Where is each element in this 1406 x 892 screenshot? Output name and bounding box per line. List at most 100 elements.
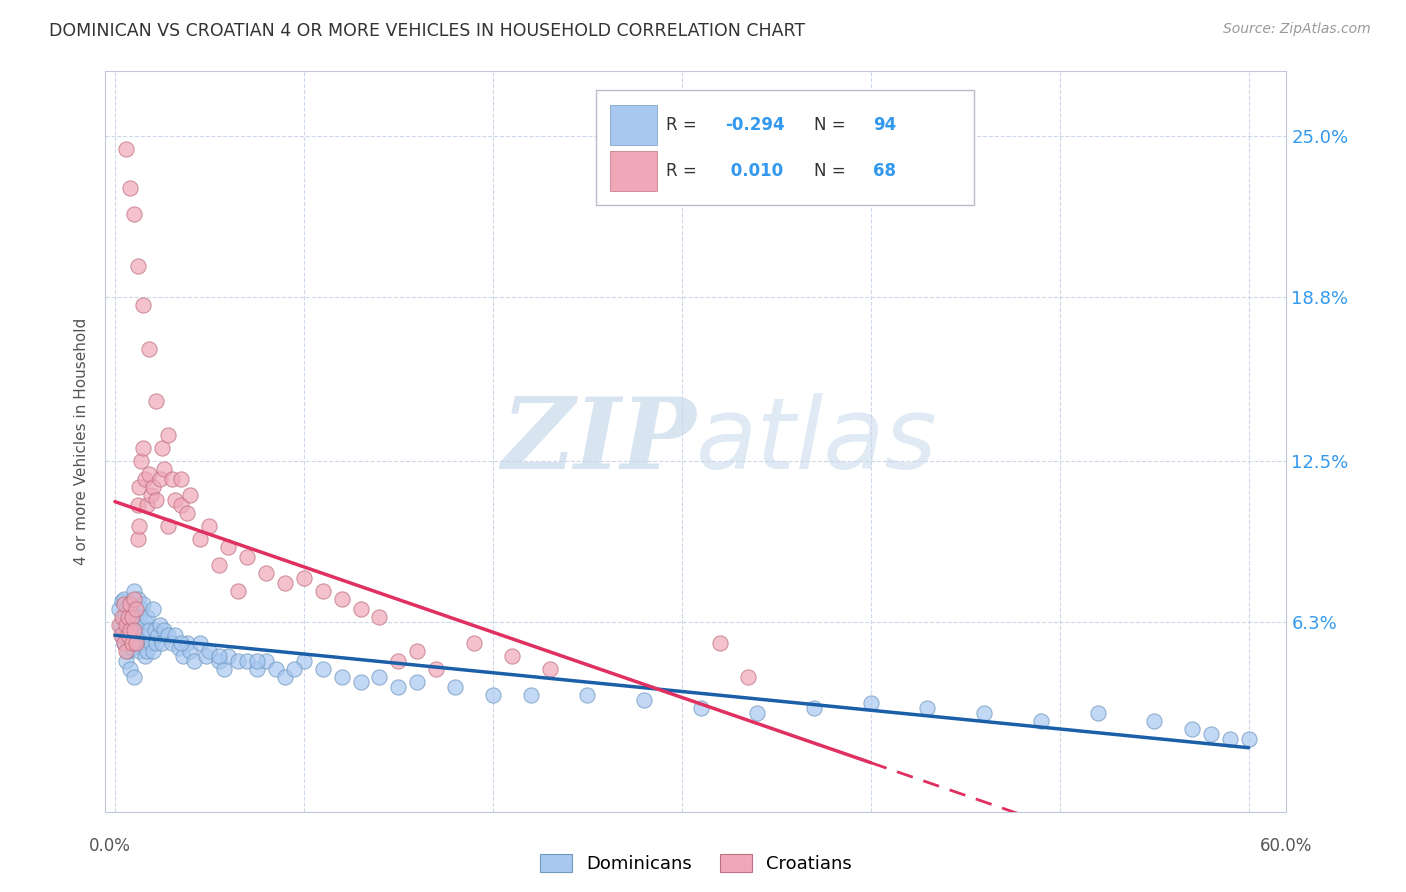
Point (142, 602, 165, 616)
Point (107, 602, 129, 616)
Point (1199, 727, 1222, 741)
Point (112, 636, 135, 650)
Point (208, 558, 231, 572)
Point (387, 680, 409, 694)
Point (127, 532, 149, 546)
Point (136, 610, 159, 624)
Y-axis label: 4 or more Vehicles in Household: 4 or more Vehicles in Household (75, 318, 90, 566)
Point (128, 480, 150, 494)
Point (709, 636, 731, 650)
Point (254, 654, 277, 668)
Point (134, 615, 156, 629)
Point (117, 610, 139, 624)
Point (118, 631, 141, 645)
Point (312, 583, 335, 598)
Point (330, 670, 353, 684)
Point (121, 610, 143, 624)
Point (217, 648, 239, 663)
Point (128, 519, 150, 533)
Text: 60.0%: 60.0% (1260, 837, 1313, 855)
Point (274, 576, 297, 591)
Point (236, 550, 259, 565)
Point (1237, 731, 1260, 746)
Point (444, 680, 467, 694)
Point (153, 462, 176, 476)
Point (142, 643, 165, 657)
Text: -0.294: -0.294 (725, 117, 785, 135)
Point (110, 617, 132, 632)
Point (118, 602, 141, 616)
Legend: Dominicans, Croatians: Dominicans, Croatians (533, 847, 859, 880)
Point (368, 610, 391, 624)
Point (136, 498, 159, 512)
Point (138, 623, 160, 637)
Point (117, 643, 139, 657)
Point (973, 706, 995, 720)
Point (689, 701, 711, 715)
Point (131, 636, 153, 650)
Point (246, 654, 269, 668)
Point (125, 602, 148, 616)
Point (142, 480, 165, 494)
Point (122, 623, 145, 637)
Point (125, 602, 148, 616)
Point (236, 654, 259, 668)
Point (117, 615, 139, 629)
Point (165, 628, 187, 642)
Point (283, 662, 305, 676)
Text: 0.0%: 0.0% (89, 837, 131, 855)
Point (194, 648, 217, 663)
Point (576, 688, 599, 702)
Point (179, 643, 201, 657)
Text: N =: N = (814, 117, 845, 135)
Point (139, 636, 162, 650)
Point (330, 591, 353, 606)
Text: N =: N = (814, 162, 845, 180)
Point (387, 654, 409, 668)
Point (188, 636, 211, 650)
Point (121, 636, 143, 650)
Point (1219, 731, 1241, 746)
Point (170, 472, 193, 486)
Text: atlas: atlas (696, 393, 938, 490)
Point (121, 610, 143, 624)
Point (131, 602, 153, 616)
Point (148, 628, 170, 642)
Point (425, 662, 447, 676)
Text: 68: 68 (873, 162, 896, 180)
Point (264, 662, 287, 676)
Point (122, 591, 145, 606)
Point (127, 498, 149, 512)
Point (226, 583, 249, 598)
Point (121, 641, 143, 656)
Point (117, 597, 139, 611)
Point (111, 594, 134, 608)
Point (160, 472, 183, 486)
Point (134, 472, 156, 486)
Point (176, 506, 198, 520)
Point (198, 519, 221, 533)
Point (122, 617, 145, 632)
Point (156, 628, 179, 642)
Point (312, 662, 335, 676)
Point (172, 648, 194, 663)
Point (208, 654, 231, 668)
Point (115, 142, 138, 156)
Point (122, 583, 145, 598)
Point (118, 623, 141, 637)
Point (254, 566, 277, 580)
Point (183, 654, 205, 668)
Point (128, 643, 150, 657)
Point (406, 674, 429, 689)
Point (167, 641, 190, 656)
Point (115, 623, 138, 637)
Point (118, 181, 141, 195)
Point (1143, 714, 1166, 728)
Point (156, 428, 179, 442)
Point (188, 532, 211, 546)
Point (149, 472, 172, 486)
Point (128, 610, 150, 624)
Point (170, 636, 193, 650)
Point (406, 643, 429, 657)
FancyBboxPatch shape (596, 90, 973, 204)
